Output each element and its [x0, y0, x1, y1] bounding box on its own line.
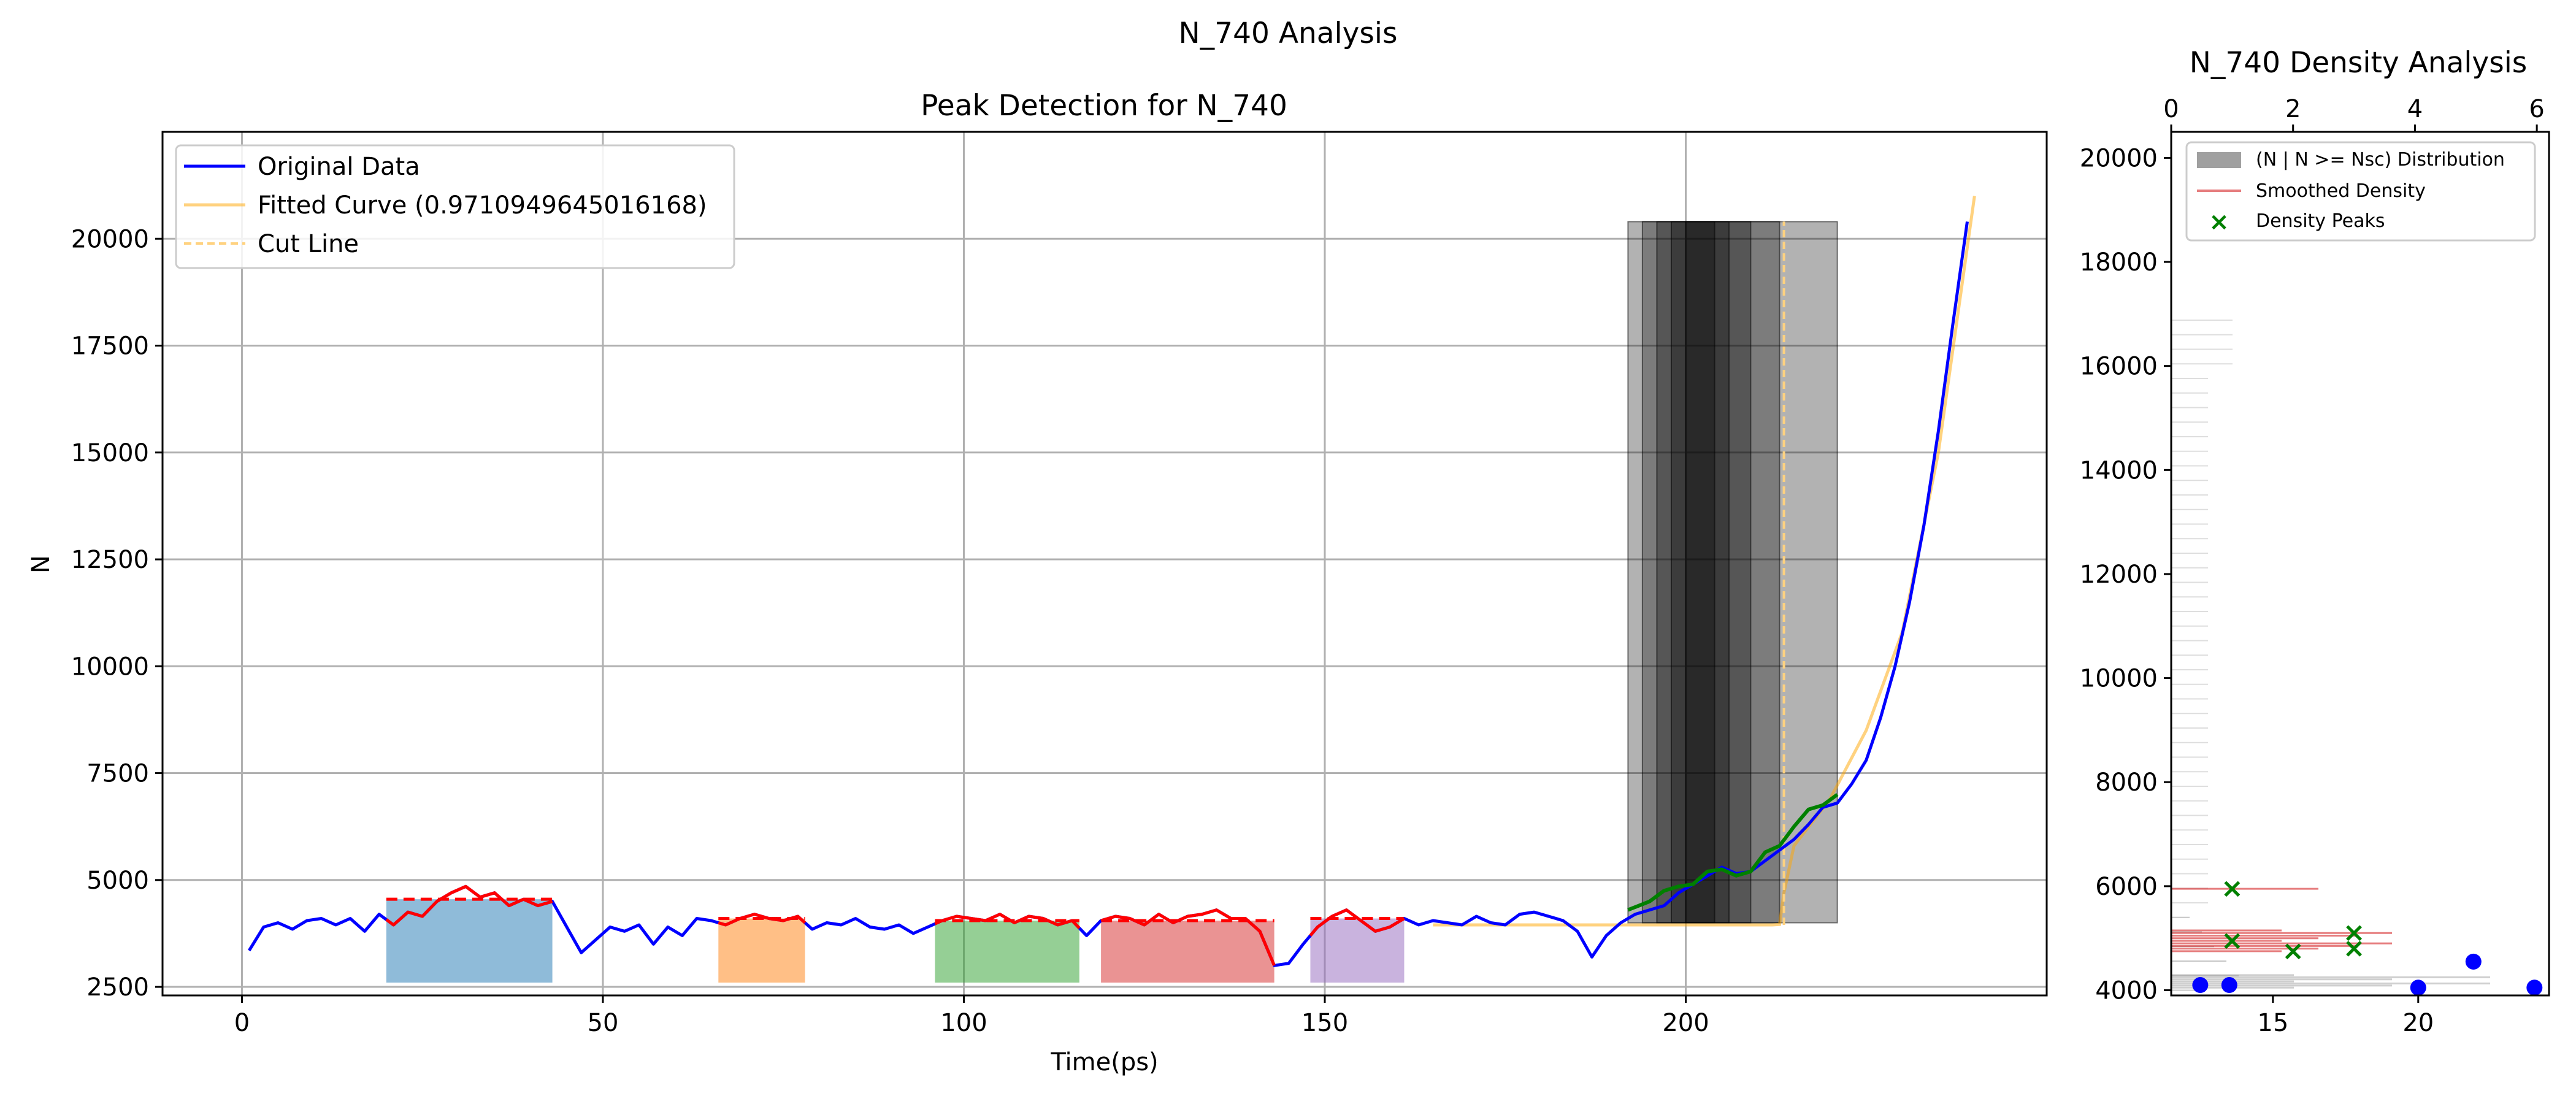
density-marks: ×× ××× — [2192, 873, 2543, 996]
main-x-tick-label: 150 — [1301, 1009, 1348, 1037]
main-series — [248, 196, 1976, 967]
density-distribution-bars — [2171, 320, 2490, 991]
shaded-band — [1641, 221, 1781, 924]
fitted-curve-line — [1433, 196, 1976, 927]
density-bottom-x-ticks: 15 20 — [2257, 995, 2434, 1037]
shaded-band — [1627, 221, 1838, 924]
legend-distribution-swatch — [2197, 152, 2241, 168]
green-growth-segment — [1627, 792, 1839, 912]
main-y-tick-label: 10000 — [71, 653, 149, 681]
density-y-tick-label: 14000 — [2080, 456, 2158, 485]
legend-smoothed-density-label: Smoothed Density — [2256, 180, 2426, 202]
peak-region-fill — [718, 918, 805, 983]
legend-fitted-curve-label: Fitted Curve (0.9710949645016168) — [258, 191, 707, 220]
main-x-tick-label: 200 — [1662, 1009, 1709, 1037]
peak-region-fill — [1101, 921, 1275, 983]
density-bottom-tick-label: 15 — [2257, 1009, 2288, 1037]
peak-highlight-line — [718, 913, 807, 927]
density-point — [2192, 977, 2209, 994]
density-y-tick-label: 4000 — [2095, 977, 2158, 1005]
density-point — [2526, 979, 2543, 996]
peak-highlight-line — [1309, 908, 1405, 937]
density-bottom-tick-label: 20 — [2402, 1009, 2434, 1037]
density-top-tick-label: 6 — [2529, 95, 2544, 123]
main-x-axis-label: Time(ps) — [1050, 1048, 1158, 1076]
density-y-tick-label: 16000 — [2080, 353, 2158, 381]
main-x-tick-label: 0 — [234, 1009, 250, 1037]
density-peak-marker: × — [2221, 873, 2244, 904]
density-point — [2465, 953, 2482, 970]
density-top-tick-label: 0 — [2163, 95, 2179, 123]
main-y-axis-label: N — [27, 555, 55, 573]
density-y-tick-label: 12000 — [2080, 561, 2158, 589]
density-y-ticks: 4000 6000 8000 10000 12000 14000 16000 18000 200… — [2080, 144, 2171, 1005]
density-top-tick-label: 2 — [2285, 95, 2301, 123]
figure-suptitle: N_740 Analysis — [1179, 17, 1398, 50]
density-top-tick-label: 4 — [2407, 95, 2423, 123]
peak-region-fill — [1310, 918, 1405, 983]
density-y-tick-label: 8000 — [2095, 769, 2158, 797]
density-chart-title: N_740 Density Analysis — [2190, 46, 2528, 80]
density-legend: (N | N >= Nsc) Distribution Smoothed Den… — [2185, 141, 2536, 242]
main-legend: Original Data Fitted Curve (0.9710949645… — [175, 144, 735, 269]
density-y-tick-label: 10000 — [2080, 665, 2158, 693]
main-y-tick-label: 5000 — [86, 867, 149, 895]
main-y-tick-label: 2500 — [86, 973, 149, 1002]
shaded-band — [1685, 221, 1715, 924]
main-y-ticks: 2500 5000 7500 10000 12500 15000 17500 20000 — [71, 225, 163, 1002]
peak-highlight-line — [934, 913, 1081, 929]
main-plot-frame — [161, 131, 2048, 997]
main-y-tick-label: 12500 — [71, 546, 149, 574]
legend-density-peaks-label: Density Peaks — [2256, 210, 2385, 232]
density-top-x-ticks: 0 2 4 6 — [2163, 95, 2545, 132]
peak-regions — [386, 897, 1405, 983]
peak-highlight-line — [385, 884, 553, 927]
peak-highlight-line — [1100, 908, 1276, 967]
density-y-tick-label: 6000 — [2095, 873, 2158, 901]
main-chart-title: Peak Detection for N_740 — [921, 89, 1287, 123]
density-y-tick-label: 20000 — [2080, 144, 2158, 172]
density-y-tick-label: 18000 — [2080, 248, 2158, 277]
legend-original-data-label: Original Data — [258, 153, 420, 181]
density-point — [2410, 979, 2426, 996]
main-grid — [163, 132, 2047, 995]
shaded-band — [1656, 221, 1752, 924]
density-peak-marker: × — [2282, 935, 2304, 967]
main-x-ticks: 0 50 100 150 200 — [234, 995, 1709, 1037]
legend-density-peaks-swatch: × — [2209, 208, 2229, 236]
shaded-bands — [1627, 221, 1838, 924]
legend-cut-line-label: Cut Line — [258, 230, 359, 258]
density-plot-frame — [2170, 131, 2550, 997]
main-x-tick-label: 100 — [940, 1009, 987, 1037]
legend-distribution-label: (N | N >= Nsc) Distribution — [2256, 149, 2505, 171]
peak-region-fill — [935, 921, 1079, 983]
main-y-tick-label: 7500 — [86, 760, 149, 788]
main-x-tick-label: 50 — [588, 1009, 619, 1037]
density-peak-marker: × — [2343, 933, 2366, 964]
density-peak-marker: × — [2343, 917, 2366, 948]
peak-detection-chart: Peak Detection for N_740 0 50 100 150 200 25… — [27, 89, 2048, 1076]
density-analysis-chart: N_740 Density Analysis ×× ××× 40006000800… — [2080, 46, 2550, 1037]
density-peak-marker: × — [2221, 925, 2244, 956]
main-y-tick-label: 20000 — [71, 225, 149, 253]
main-y-tick-label: 17500 — [71, 332, 149, 361]
density-point — [2221, 977, 2237, 994]
main-y-tick-label: 15000 — [71, 439, 149, 467]
